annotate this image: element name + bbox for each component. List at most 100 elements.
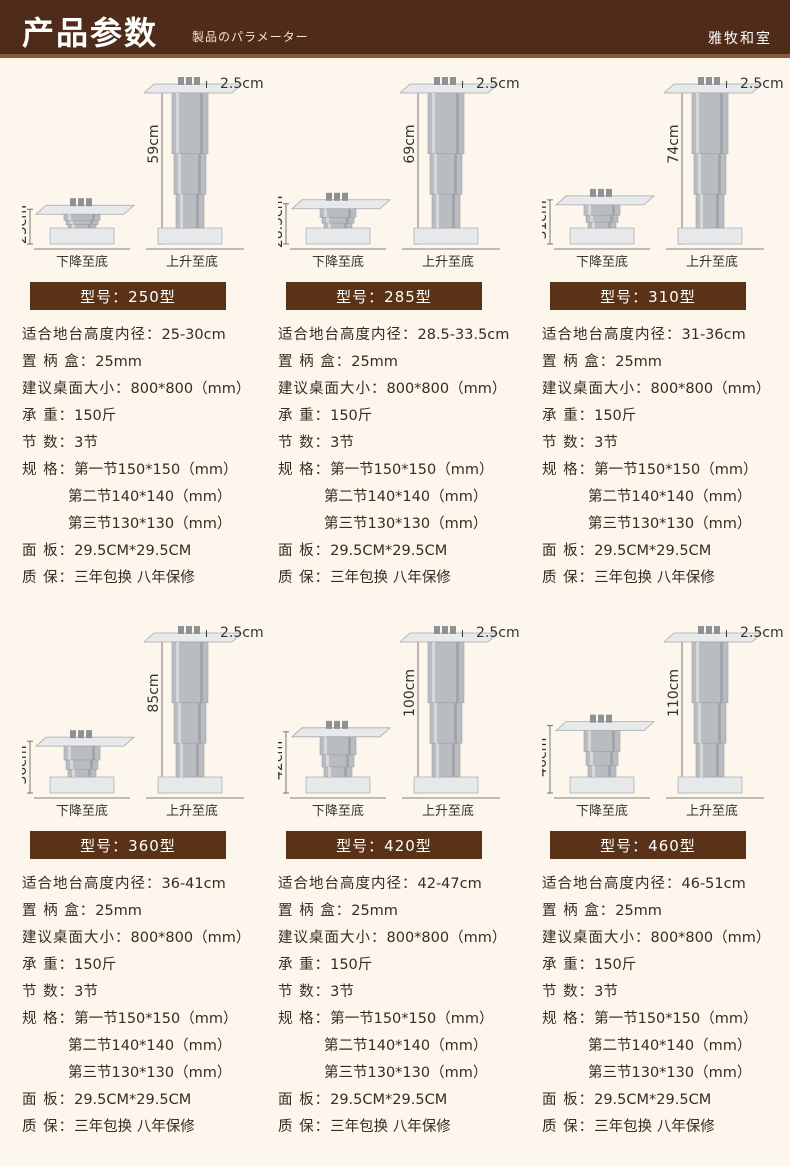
top-thickness-label: 2.5cm xyxy=(220,625,264,641)
spec-value: 36-41cm xyxy=(161,876,226,892)
spec-value: 150斤 xyxy=(594,957,637,973)
spec-sections: 节 数：3节 xyxy=(542,430,790,457)
spec-key: 建议桌面大小： xyxy=(22,930,131,946)
spec-value: 三年包换 八年保修 xyxy=(74,570,195,586)
spec-key: 节 数： xyxy=(22,984,75,1000)
lowered-caption: 下降至底 xyxy=(576,254,628,270)
spec-value: 800*800（mm） xyxy=(130,930,251,946)
thickness-marker-icon: I xyxy=(725,629,728,640)
spec-value: 150斤 xyxy=(330,408,373,424)
spec-key: 适合地台高度内径： xyxy=(278,876,418,892)
spec-key: 质 保： xyxy=(22,570,75,586)
spec-value: 第一节150*150（mm） xyxy=(594,1011,758,1027)
spec-value: 29.5CM*29.5CM xyxy=(594,543,712,559)
low-height-label: 46cm xyxy=(542,738,550,777)
spec-value: 28.5-33.5cm xyxy=(417,327,510,343)
spec-section-3: 第三节130*130（mm） xyxy=(542,1060,790,1087)
high-height-dimension xyxy=(415,87,421,245)
spec-warranty: 质 保：三年包换 八年保修 xyxy=(278,565,538,592)
low-height-label: 25cm xyxy=(22,205,30,244)
high-height-label: 110cm xyxy=(666,669,682,717)
spec-key: 承 重： xyxy=(22,957,75,973)
raised-caption: 上升至底 xyxy=(686,803,738,819)
raised-caption: 上升至底 xyxy=(166,803,218,819)
spec-key: 规 格： xyxy=(22,462,75,478)
model-badge: 型号：460型 xyxy=(550,831,746,859)
spec-warranty: 质 保：三年包换 八年保修 xyxy=(22,1114,282,1141)
spec-warranty: 质 保：三年包换 八年保修 xyxy=(542,565,790,592)
spec-list: 适合地台高度内径：46-51cm 置 柄 盒：25mm 建议桌面大小：800*800… xyxy=(542,871,790,1141)
spec-load: 承 重：150斤 xyxy=(278,403,538,430)
spec-list: 适合地台高度内径：42-47cm 置 柄 盒：25mm 建议桌面大小：800*800… xyxy=(278,871,538,1141)
spec-value: 31-36cm xyxy=(681,327,746,343)
low-height-label: 31cm xyxy=(542,200,550,239)
low-height-dimension xyxy=(547,725,553,794)
spec-key: 适合地台高度内径： xyxy=(22,327,162,343)
product-card: 25cm 59cm I 2.5cm 下降至底 上升至底 型号：250型 适合地台高度内径：25… xyxy=(22,72,282,612)
spec-desktop-size: 建议桌面大小：800*800（mm） xyxy=(22,376,282,403)
spec-key: 适合地台高度内径： xyxy=(542,876,682,892)
spec-load: 承 重：150斤 xyxy=(278,952,538,979)
high-height-label: 100cm xyxy=(402,669,418,717)
spec-warranty: 质 保：三年包换 八年保修 xyxy=(22,565,282,592)
spec-key: 面 板： xyxy=(22,1092,75,1108)
high-height-label: 74cm xyxy=(666,124,682,163)
product-card: 28.5cm 69cm I 2.5cm 下降至底 上升至底 型号：285型 适合地台高度内径：… xyxy=(278,72,538,612)
height-diagram: 42cm 100cm I 2.5cm 下降至底 上升至底 xyxy=(278,625,520,819)
model-badge: 型号：360型 xyxy=(30,831,226,859)
spec-sections: 节 数：3节 xyxy=(278,430,538,457)
top-thickness-label: 2.5cm xyxy=(220,76,264,92)
spec-key: 规 格： xyxy=(278,1011,331,1027)
spec-value: 42-47cm xyxy=(417,876,482,892)
thickness-marker-icon: I xyxy=(205,80,208,91)
spec-key: 节 数： xyxy=(542,984,595,1000)
spec-key: 节 数： xyxy=(542,435,595,451)
spec-value: 29.5CM*29.5CM xyxy=(74,543,192,559)
product-card: 36cm 85cm I 2.5cm 下降至底 上升至底 型号：360型 适合地台高度内径：36… xyxy=(22,621,282,1161)
low-height-label: 42cm xyxy=(278,741,286,780)
lowered-caption: 下降至底 xyxy=(576,803,628,819)
raised-caption: 上升至底 xyxy=(422,254,474,270)
top-thickness-label: 2.5cm xyxy=(476,76,520,92)
thickness-marker-icon: I xyxy=(725,80,728,91)
product-card: 46cm 110cm I 2.5cm 下降至底 上升至底 型号：460型 适合地台高度内径：4… xyxy=(542,621,790,1161)
high-height-label: 69cm xyxy=(402,124,418,163)
lowered-caption: 下降至底 xyxy=(312,803,364,819)
low-height-dimension xyxy=(283,731,289,794)
spec-value: 25mm xyxy=(351,354,398,370)
spec-handle-box: 置 柄 盒：25mm xyxy=(278,898,538,925)
spec-key: 承 重： xyxy=(278,408,331,424)
spec-key: 质 保： xyxy=(278,570,331,586)
spec-key: 规 格： xyxy=(22,1011,75,1027)
spec-dimensions: 规 格：第一节150*150（mm） xyxy=(542,457,790,484)
spec-key: 质 保： xyxy=(542,570,595,586)
lowered-leg-drawing xyxy=(34,730,136,794)
top-thickness-label: 2.5cm xyxy=(740,76,784,92)
lowered-caption: 下降至底 xyxy=(312,254,364,270)
spec-value: 25-30cm xyxy=(161,327,226,343)
spec-value: 第三节130*130（mm） xyxy=(324,516,488,532)
spec-key: 节 数： xyxy=(278,984,331,1000)
spec-inner-diameter: 适合地台高度内径：31-36cm xyxy=(542,322,790,349)
spec-key: 建议桌面大小： xyxy=(278,381,387,397)
spec-value: 800*800（mm） xyxy=(650,930,771,946)
lowered-leg-drawing xyxy=(290,720,392,794)
height-diagram: 31cm 74cm I 2.5cm 下降至底 上升至底 xyxy=(542,76,784,270)
spec-value: 150斤 xyxy=(594,408,637,424)
spec-value: 25mm xyxy=(615,903,662,919)
spec-dimensions: 规 格：第一节150*150（mm） xyxy=(542,1006,790,1033)
spec-handle-box: 置 柄 盒：25mm xyxy=(22,898,282,925)
spec-key: 面 板： xyxy=(542,1092,595,1108)
spec-value: 29.5CM*29.5CM xyxy=(74,1092,192,1108)
spec-key: 质 保： xyxy=(22,1119,75,1135)
spec-key: 承 重： xyxy=(22,408,75,424)
raised-leg-drawing xyxy=(398,77,500,245)
spec-value: 第一节150*150（mm） xyxy=(594,462,758,478)
high-height-dimension xyxy=(159,87,165,245)
spec-list: 适合地台高度内径：36-41cm 置 柄 盒：25mm 建议桌面大小：800*800… xyxy=(22,871,282,1141)
spec-key: 规 格： xyxy=(278,462,331,478)
spec-load: 承 重：150斤 xyxy=(542,403,790,430)
spec-key: 规 格： xyxy=(542,1011,595,1027)
spec-value: 29.5CM*29.5CM xyxy=(330,543,448,559)
spec-section-2: 第二节140*140（mm） xyxy=(278,484,538,511)
